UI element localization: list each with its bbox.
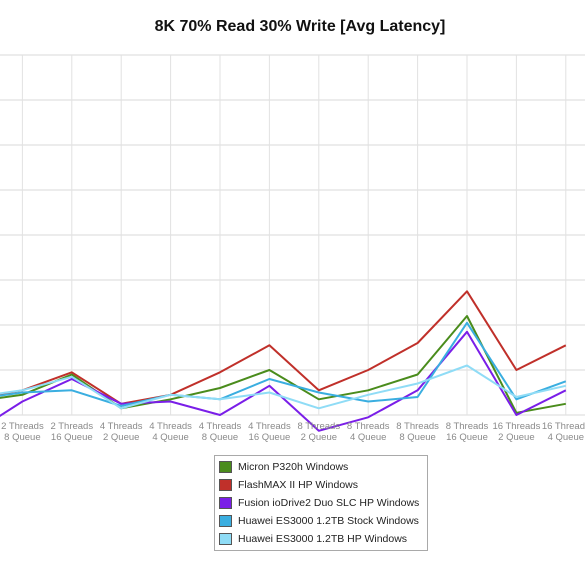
x-tick-label: 2 Queue xyxy=(498,432,534,443)
chart-title: 8K 70% Read 30% Write [Avg Latency] xyxy=(154,18,446,35)
legend-label: FlashMAX II HP Windows xyxy=(238,479,359,491)
legend-item: Fusion ioDrive2 Duo SLC HP Windows xyxy=(215,494,427,512)
grid xyxy=(0,54,585,416)
legend-swatch xyxy=(219,497,232,509)
x-tick-label: 4 Threads xyxy=(248,421,291,432)
series-line-1 xyxy=(0,315,566,414)
x-tick-label: 8 Queue xyxy=(399,432,435,443)
x-tick-label: 8 Queue xyxy=(4,432,40,443)
legend-label: Huawei ES3000 1.2TB HP Windows xyxy=(238,533,408,545)
legend-swatch xyxy=(219,515,232,527)
legend-item: Huawei ES3000 1.2TB Stock Windows xyxy=(215,512,427,530)
x-tick-label: 4 Queue xyxy=(152,432,188,443)
x-tick-label: 8 Queue xyxy=(202,432,238,443)
legend-item: Micron P320h Windows xyxy=(215,458,427,476)
x-tick-label: 4 Queue xyxy=(548,432,584,443)
legend-swatch xyxy=(219,461,232,473)
x-tick-label: 16 Threads xyxy=(492,421,540,432)
series-line-3 xyxy=(0,330,567,432)
x-tick-label: 16 Threads xyxy=(542,421,585,432)
x-tick-label: 2 Threads xyxy=(1,421,44,432)
x-tick-label: 4 Queue xyxy=(350,432,386,443)
x-tick-label: 4 Threads xyxy=(199,421,242,432)
legend-swatch xyxy=(219,533,232,545)
x-tick-label: 4 Threads xyxy=(100,421,143,432)
legend: Micron P320h Windows FlashMAX II HP Windo… xyxy=(214,455,428,551)
series-line-5 xyxy=(0,364,567,410)
legend-swatch xyxy=(219,479,232,491)
x-tick-label: 8 Threads xyxy=(446,421,489,432)
x-tick-label: 16 Queue xyxy=(249,432,291,443)
legend-label: Micron P320h Windows xyxy=(238,461,349,473)
x-tick-label: 2 Queue xyxy=(103,432,139,443)
legend-item: Huawei ES3000 1.2TB HP Windows xyxy=(215,530,427,548)
legend-item: FlashMAX II HP Windows xyxy=(215,476,427,494)
x-tick-label: 4 Threads xyxy=(149,421,192,432)
series-line-4 xyxy=(0,321,567,407)
x-tick-label: 8 Threads xyxy=(396,421,439,432)
x-tick-label: 8 Threads xyxy=(347,421,390,432)
series-lines xyxy=(0,290,567,432)
x-tick-label: 16 Queue xyxy=(51,432,93,443)
legend-label: Fusion ioDrive2 Duo SLC HP Windows xyxy=(238,497,420,509)
legend-label: Huawei ES3000 1.2TB Stock Windows xyxy=(238,515,419,527)
x-tick-label: 8 Threads xyxy=(297,421,340,432)
x-tick-label: 16 Queue xyxy=(446,432,488,443)
x-tick-label: 2 Threads xyxy=(50,421,93,432)
series-line-2 xyxy=(0,290,567,405)
x-tick-label: 2 Queue xyxy=(301,432,337,443)
